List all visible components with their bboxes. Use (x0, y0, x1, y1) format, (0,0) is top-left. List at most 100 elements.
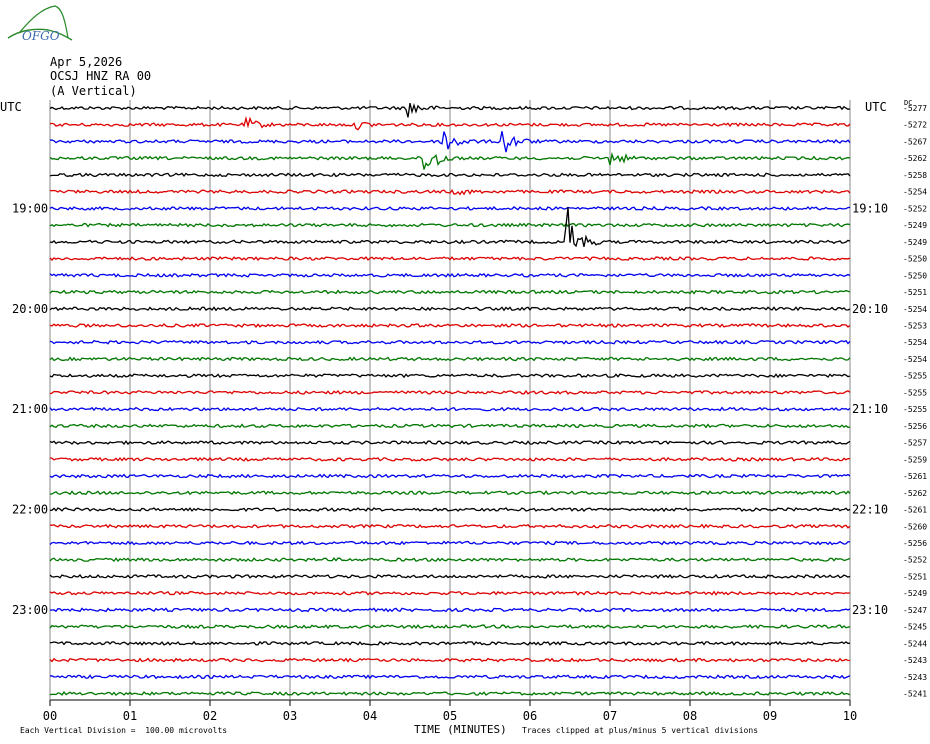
seismic-trace (49, 356, 851, 362)
seismic-trace (49, 573, 851, 579)
header-station: OCSJ HNZ RA 00 (50, 69, 152, 83)
dc-offset-label: -5257 (903, 439, 927, 448)
scale-note: Each Vertical Division = 100.00 microvol… (20, 726, 228, 735)
svg-text:OFGO: OFGO (22, 29, 60, 43)
dc-offset-label: -5253 (903, 321, 927, 330)
dc-offset-label: -5260 (903, 522, 927, 531)
dc-offset-label: -5272 (903, 121, 927, 130)
seismic-trace (49, 640, 851, 646)
dc-offset-label: -5277 (903, 104, 927, 113)
dc-offset-label: -5251 (903, 288, 927, 297)
seismic-trace (49, 406, 851, 412)
left-time-label: 21:00 (12, 402, 48, 416)
right-time-label: 22:10 (852, 503, 888, 517)
seismic-trace (49, 172, 851, 178)
right-time-label: 21:10 (852, 402, 888, 416)
x-tick-label: 06 (523, 709, 537, 723)
seismic-trace (49, 272, 851, 278)
seismic-trace (49, 306, 851, 312)
dc-offset-label: -5251 (903, 572, 927, 581)
seismic-trace (49, 423, 851, 429)
dc-offset-label: -5249 (903, 238, 927, 247)
seismic-trace (49, 323, 851, 328)
dc-offset-label: -5249 (903, 589, 927, 598)
dc-offset-label: -5255 (903, 405, 927, 414)
dc-offset-label: -5262 (903, 489, 927, 498)
seismic-trace (49, 289, 851, 295)
seismic-trace (49, 456, 851, 462)
seismic-trace (49, 674, 851, 680)
right-time-label: 19:10 (852, 201, 888, 215)
dc-offset-label: -5256 (903, 539, 927, 548)
x-tick-label: 10 (843, 709, 857, 723)
seismic-trace (49, 657, 851, 663)
seismic-trace (49, 473, 851, 479)
right-time-label: 23:10 (852, 603, 888, 617)
dc-offset-label: -5250 (903, 271, 927, 280)
dc-offset-label: -5252 (903, 556, 927, 565)
dc-offset-label: -5262 (903, 154, 927, 163)
x-tick-label: 07 (603, 709, 617, 723)
dc-offset-label: -5261 (903, 472, 927, 481)
x-tick-label: 09 (763, 709, 777, 723)
left-time-label: 22:00 (12, 503, 48, 517)
seismic-trace (49, 557, 851, 563)
header-date: Apr 5,2026 (50, 55, 123, 69)
seismic-trace (49, 540, 851, 546)
right-time-label: 20:10 (852, 302, 888, 316)
seismic-trace (49, 490, 851, 496)
seismic-trace (49, 373, 851, 379)
seismic-trace (49, 691, 851, 697)
dc-offset-label: -5249 (903, 221, 927, 230)
dc-offset-label: -5252 (903, 204, 927, 213)
dc-offset-label: -5243 (903, 656, 927, 665)
dc-offset-label: -5267 (903, 137, 927, 146)
seismic-trace (49, 222, 851, 228)
utc-left-label: UTC (0, 100, 22, 114)
dc-offset-label: -5261 (903, 506, 927, 515)
seismic-trace (49, 389, 851, 395)
left-time-label: 19:00 (12, 201, 48, 215)
seismic-trace (49, 115, 851, 131)
seismic-trace (49, 256, 851, 262)
x-tick-label: 00 (43, 709, 57, 723)
x-tick-label: 05 (443, 709, 457, 723)
dc-offset-label: -5250 (903, 255, 927, 264)
left-time-label: 23:00 (12, 603, 48, 617)
dc-offset-label: -5256 (903, 422, 927, 431)
dc-offset-label: -5254 (903, 355, 927, 364)
header-component: (A Vertical) (50, 84, 137, 98)
seismic-trace (49, 607, 851, 613)
x-tick-label: 04 (363, 709, 377, 723)
left-time-label: 20:00 (12, 302, 48, 316)
x-tick-label: 08 (683, 709, 697, 723)
dc-offset-label: -5254 (903, 188, 927, 197)
x-tick-label: 02 (203, 709, 217, 723)
dc-offset-label: -5247 (903, 606, 927, 615)
ofgo-logo: OFGO (7, 5, 73, 43)
dc-label: DC (904, 99, 913, 107)
x-axis-title: TIME (MINUTES) (414, 723, 507, 736)
seismic-trace (49, 205, 851, 211)
dc-offset-label: -5244 (903, 639, 927, 648)
seismic-trace (49, 151, 851, 170)
dc-offset-label: -5259 (903, 455, 927, 464)
seismic-trace (49, 131, 851, 153)
seismic-trace (49, 102, 851, 118)
seismic-trace (49, 507, 851, 513)
dc-offset-label: -5254 (903, 338, 927, 347)
x-tick-label: 01 (123, 709, 137, 723)
dc-offset-label: -5241 (903, 690, 927, 699)
x-tick-label: 03 (283, 709, 297, 723)
seismic-trace (49, 207, 851, 248)
dc-offset-label: -5255 (903, 372, 927, 381)
seismic-trace (49, 624, 851, 630)
clip-note: Traces clipped at plus/minus 5 vertical … (522, 726, 759, 735)
seismic-trace (49, 590, 851, 596)
dc-offset-label: -5243 (903, 673, 927, 682)
dc-offset-label: -5245 (903, 623, 927, 632)
utc-right-label: UTC (865, 100, 887, 114)
dc-offset-label: -5258 (903, 171, 927, 180)
seismic-trace (49, 339, 851, 345)
